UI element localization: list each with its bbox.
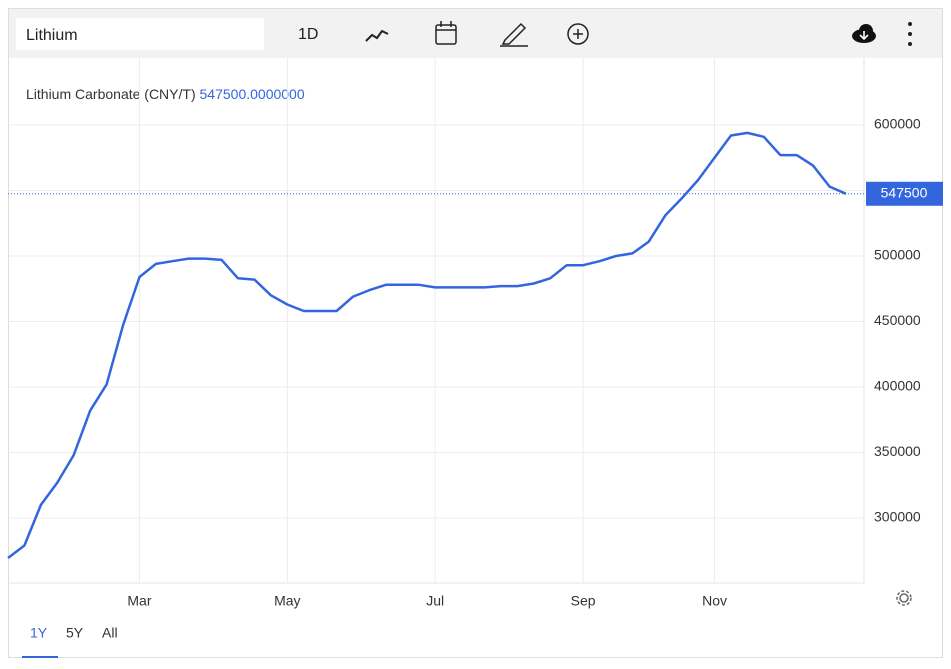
search-box[interactable]	[16, 18, 264, 50]
y-tick-label: 600000	[874, 116, 921, 132]
x-tick-label: May	[274, 593, 300, 609]
range-tab[interactable]: 5Y	[66, 625, 84, 641]
series-name: Lithium Carbonate (CNY/T)	[26, 86, 196, 102]
add-icon[interactable]	[567, 23, 589, 45]
range-tab[interactable]: 1Y	[30, 625, 48, 641]
download-icon[interactable]	[852, 24, 876, 43]
last-value-badge	[866, 181, 943, 206]
y-tick-label: 450000	[874, 312, 921, 328]
last-value-badge-text: 547500	[881, 184, 928, 200]
price-line	[7, 131, 847, 559]
last-value: 547500.0000000	[200, 86, 305, 102]
y-tick-label: 500000	[874, 247, 921, 263]
chart-type-icon[interactable]	[365, 29, 389, 42]
menu-icon[interactable]	[908, 22, 912, 46]
y-tick-label: 350000	[874, 443, 921, 459]
range-tab[interactable]: All	[102, 625, 118, 641]
x-tick-label: Jul	[426, 593, 444, 609]
frame	[8, 8, 943, 658]
search-text[interactable]: Lithium	[26, 27, 78, 44]
series-label: Lithium Carbonate (CNY/T) 547500.0000000	[26, 86, 305, 102]
x-tick-label: Sep	[571, 593, 596, 609]
y-tick-label: 300000	[874, 509, 921, 525]
interval-button[interactable]: 1D	[298, 26, 318, 43]
calendar-icon[interactable]	[435, 21, 457, 45]
x-tick-label: Mar	[127, 593, 151, 609]
y-tick-label: 400000	[874, 378, 921, 394]
settings-icon[interactable]	[896, 590, 912, 606]
x-tick-label: Nov	[702, 593, 727, 609]
draw-icon[interactable]	[500, 22, 528, 47]
